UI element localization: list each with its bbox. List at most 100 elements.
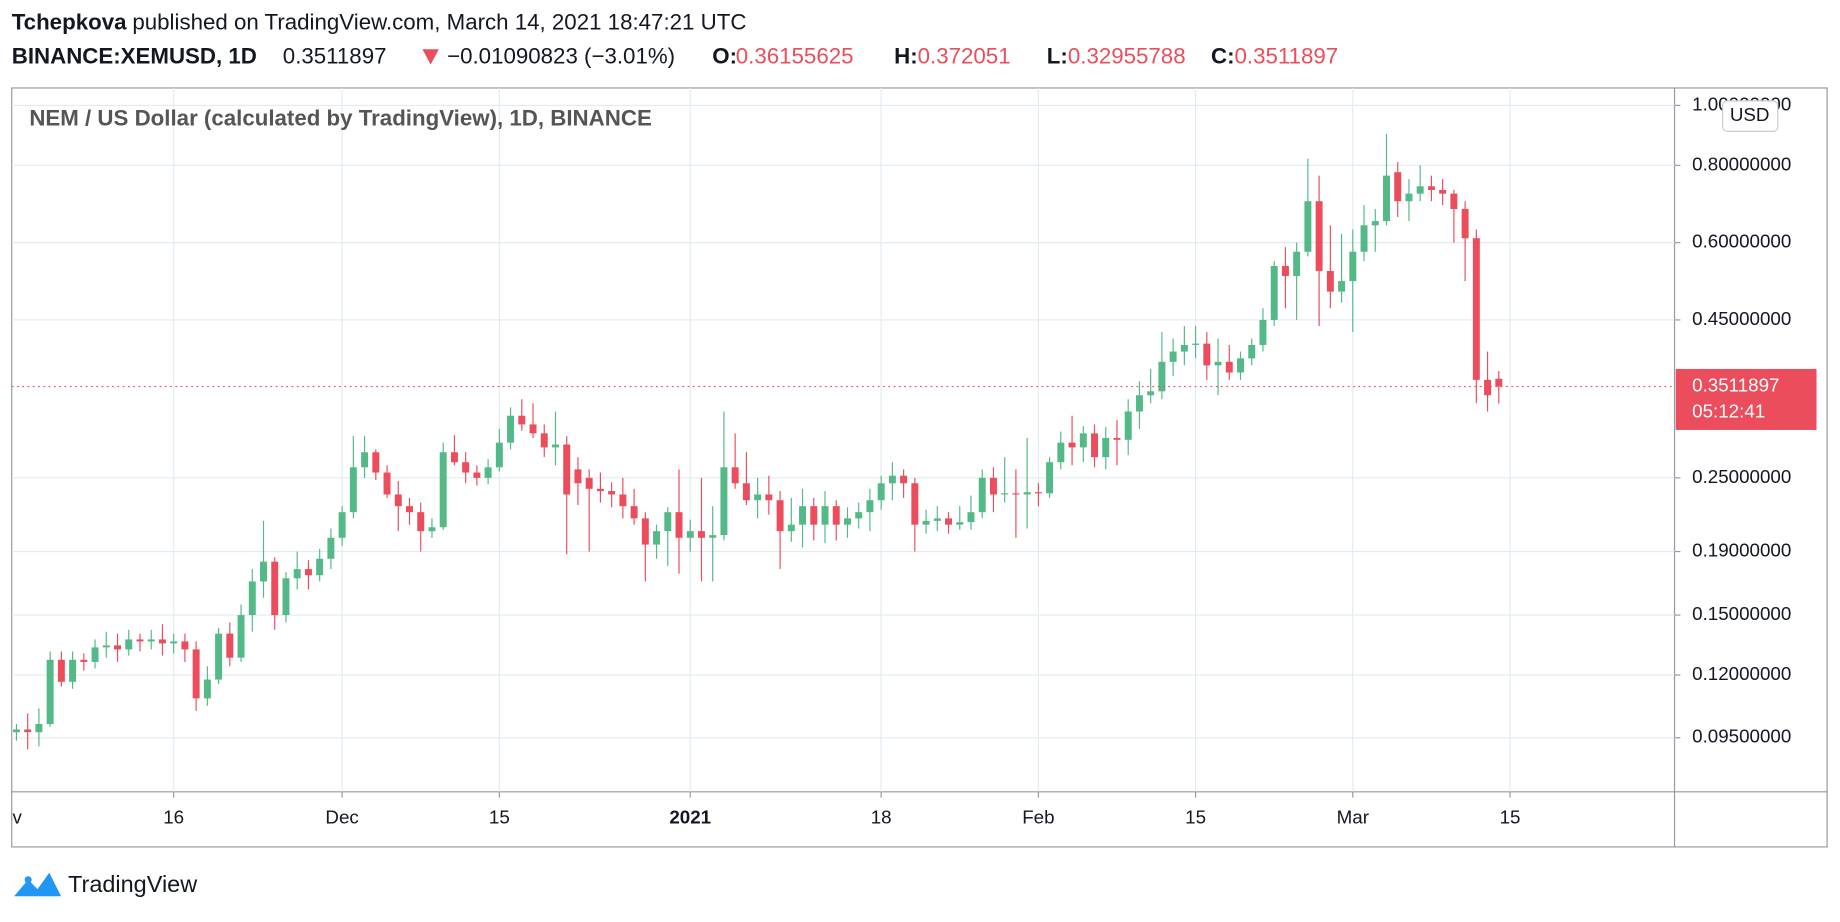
candle-body — [742, 483, 750, 501]
candle-body — [327, 537, 335, 559]
candle-body — [1102, 437, 1110, 458]
candle-body — [1192, 343, 1200, 345]
candle-body — [57, 659, 65, 682]
candle-body — [260, 561, 267, 582]
candle-body — [181, 641, 189, 650]
x-tick-label: Mar — [1337, 807, 1369, 828]
candle-body — [1012, 493, 1020, 495]
candle-body — [1405, 193, 1413, 202]
candle-body — [1259, 319, 1267, 345]
candle-body — [226, 633, 234, 658]
candle-body — [495, 442, 503, 468]
change: −0.01090823 (−3.01%) — [447, 43, 675, 68]
candle-body — [304, 569, 312, 576]
candle-body — [1427, 186, 1435, 190]
x-tick-label: 15 — [489, 807, 510, 828]
candle-body — [1315, 201, 1323, 271]
currency-badge[interactable] — [1722, 100, 1779, 132]
candle-body — [1158, 361, 1166, 392]
candle-body — [552, 444, 559, 448]
x-tick-label: 15 — [1500, 807, 1521, 828]
candle-body — [978, 477, 986, 513]
y-tick-label: 0.80000000 — [1692, 153, 1791, 174]
candle-body — [147, 639, 155, 642]
candle-body — [136, 639, 144, 642]
candle-body — [1169, 351, 1177, 362]
candle-body — [900, 475, 908, 484]
publish-line: Tchepkova published on TradingView.com, M… — [12, 9, 747, 34]
candle-body — [843, 518, 851, 525]
candle-body — [787, 524, 795, 532]
candle-body — [1180, 344, 1188, 352]
candle-body — [1214, 361, 1222, 366]
candle-body — [158, 639, 166, 644]
candle-body — [1068, 442, 1076, 448]
candle-body — [406, 506, 413, 513]
candle-body — [1338, 281, 1346, 292]
candle-body — [428, 527, 436, 532]
candle-body — [248, 581, 256, 616]
candle-body — [12, 729, 20, 733]
candle-body — [361, 452, 369, 468]
last-price-label: 0.3511897 — [1692, 374, 1779, 395]
brand-logo — [14, 872, 62, 897]
x-tick-label: 16 — [163, 807, 184, 828]
candle-body — [776, 500, 784, 532]
candle-body — [125, 639, 133, 650]
candle-body — [630, 506, 638, 519]
candle-body — [24, 729, 32, 733]
candle-body — [102, 645, 110, 648]
candle-body — [1293, 251, 1301, 276]
candle-body — [709, 535, 717, 538]
open-value: 0.36155625 — [736, 43, 854, 68]
publisher: Tchepkova — [12, 9, 127, 34]
candle-body — [911, 483, 919, 525]
candle-body — [697, 531, 705, 538]
candle-body — [271, 561, 279, 616]
candle-body — [1203, 343, 1211, 366]
candle-body — [462, 462, 470, 473]
candle-body — [1147, 391, 1155, 396]
candle-body — [540, 433, 548, 448]
candle-body — [1472, 238, 1480, 380]
candle-body — [720, 467, 728, 536]
candle-body — [1484, 379, 1492, 396]
candle-body — [855, 512, 863, 519]
candle-body — [596, 488, 604, 492]
ohlc-label: O: — [712, 43, 737, 68]
candle-body — [619, 494, 627, 507]
brand: TradingView — [68, 871, 197, 897]
candle-body — [80, 659, 88, 662]
candle-body — [765, 494, 773, 501]
candle-body — [1270, 266, 1278, 320]
candle-body — [215, 633, 223, 680]
x-tick-label: 15 — [1185, 807, 1206, 828]
candle-body — [585, 477, 593, 489]
candle-body — [1237, 358, 1244, 373]
candle-body — [1371, 221, 1379, 226]
ohlc-label: L: — [1047, 43, 1068, 68]
x-tick-label: Dec — [325, 807, 358, 828]
close-value: 0.3511897 — [1234, 43, 1338, 68]
candle-body — [46, 659, 54, 725]
ohlc-label: H: — [894, 43, 918, 68]
candle-body — [754, 494, 762, 501]
candle-body — [1394, 172, 1402, 202]
candle-body — [114, 645, 122, 650]
candle-body — [473, 472, 481, 478]
candle-body — [1124, 411, 1132, 440]
candle-body — [192, 649, 200, 699]
candle-body — [799, 506, 807, 525]
candle-body — [1360, 225, 1368, 252]
candle-body — [439, 452, 447, 528]
candle-body — [675, 512, 683, 538]
candle-body — [170, 641, 178, 644]
candle-body — [922, 520, 930, 525]
candle-body — [293, 569, 301, 579]
candle-body — [1383, 175, 1390, 222]
candle-body — [888, 475, 896, 484]
candle-body — [316, 558, 324, 576]
candle-body — [1439, 189, 1447, 194]
candle-body — [1135, 395, 1143, 412]
candle-body — [507, 415, 515, 443]
